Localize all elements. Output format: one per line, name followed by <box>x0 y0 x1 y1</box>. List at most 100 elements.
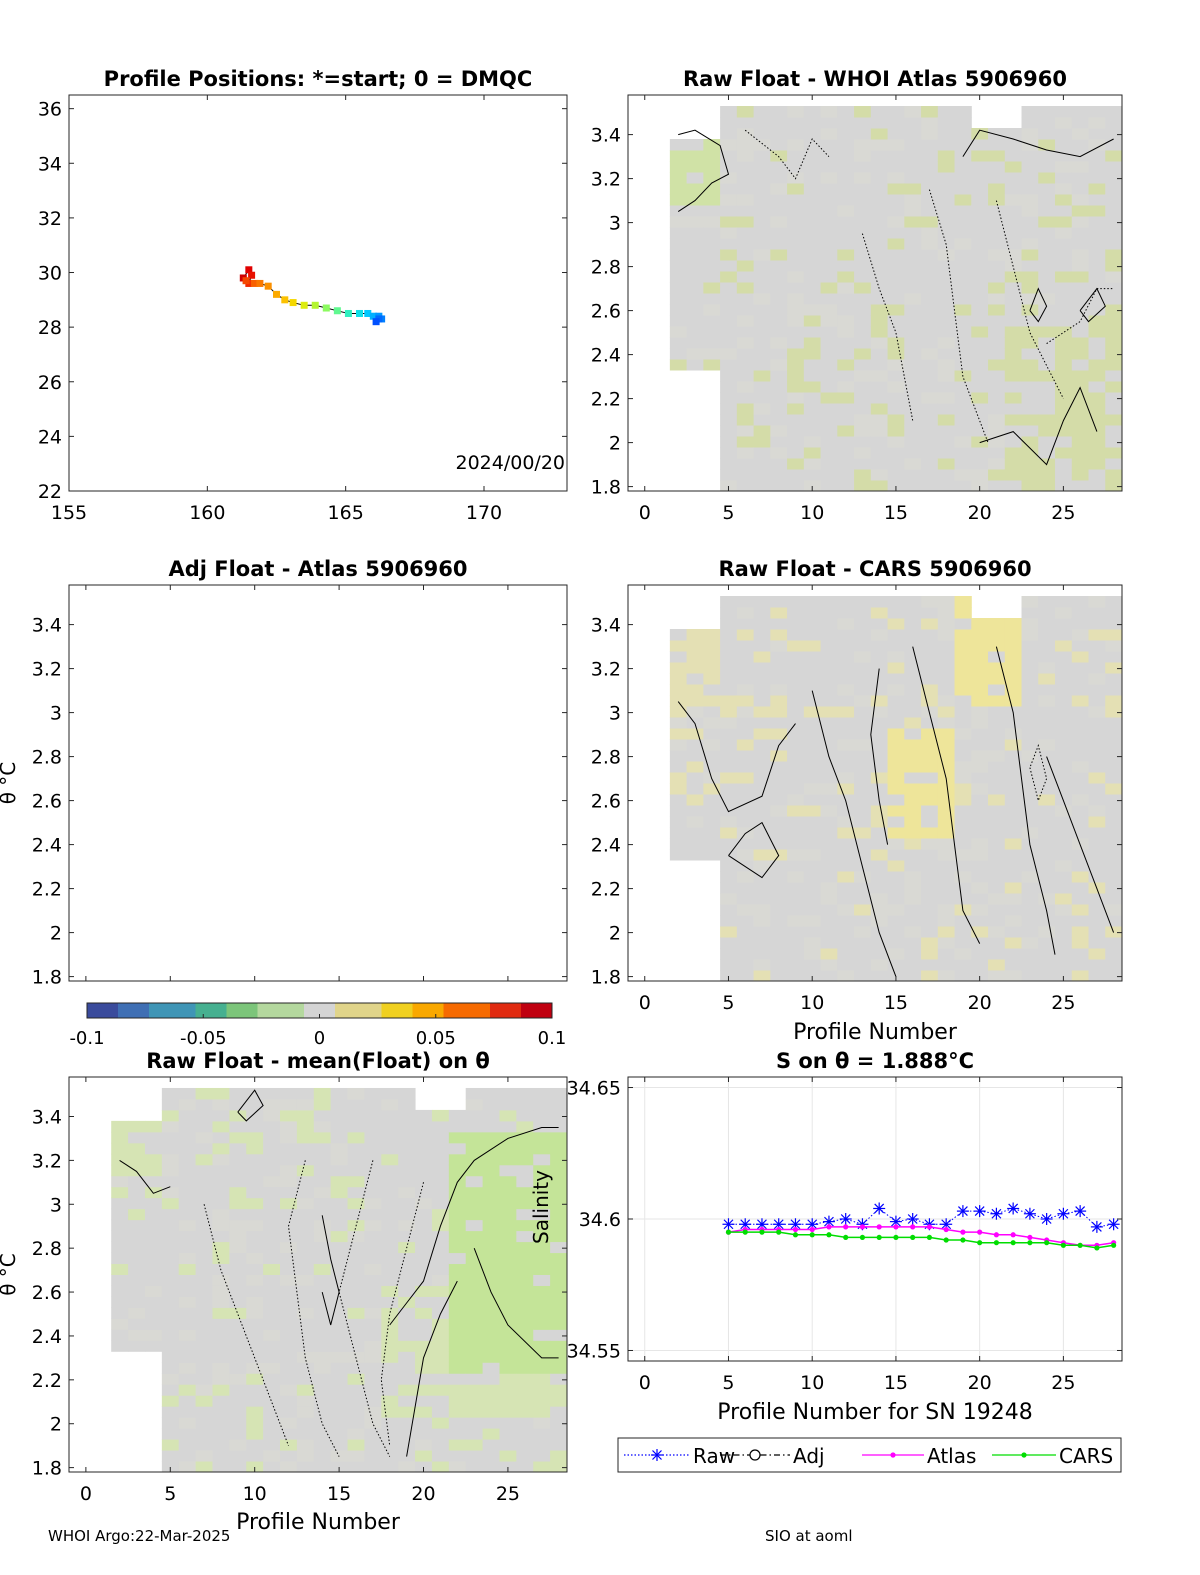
heatmap-cell <box>870 948 889 960</box>
heatmap-cell <box>263 1274 281 1286</box>
heatmap-cell <box>1071 392 1090 404</box>
heatmap-cell <box>1004 827 1023 839</box>
heatmap-cell <box>988 216 1006 228</box>
heatmap-cell <box>954 293 972 305</box>
heatmap-cell <box>1055 893 1073 905</box>
heatmap-cell <box>482 1439 500 1451</box>
heatmap-cell <box>803 458 822 470</box>
heatmap-cell <box>347 1329 365 1341</box>
heatmap-cell <box>837 381 855 393</box>
heatmap-cell <box>854 271 872 283</box>
heatmap-cell <box>904 271 922 283</box>
heatmap-cell <box>1021 794 1039 806</box>
heatmap-cell <box>1004 959 1023 971</box>
heatmap-cell <box>753 392 771 404</box>
heatmap-cell <box>1055 904 1073 916</box>
heatmap-cell <box>703 238 721 250</box>
contour-line <box>870 668 889 845</box>
heatmap-cell <box>246 1164 264 1177</box>
heatmap-cell <box>398 1120 416 1133</box>
heatmap-cell <box>854 183 872 195</box>
heatmap-cell <box>1088 937 1106 949</box>
heatmap-cell <box>431 1274 450 1286</box>
heatmap-cell <box>1088 337 1106 349</box>
heatmap-cell <box>954 216 972 228</box>
series-marker-cars <box>859 1234 866 1241</box>
heatmap-cell <box>988 695 1006 707</box>
marker-stroke <box>1058 1208 1069 1219</box>
heatmap-cell <box>465 1120 484 1133</box>
heatmap-cell <box>381 1395 399 1407</box>
heatmap-cell <box>904 761 922 773</box>
heatmap-cell <box>212 1450 230 1462</box>
heatmap-cell <box>669 359 688 371</box>
heatmap-cell <box>1055 662 1073 674</box>
heatmap-cell <box>921 893 939 905</box>
heatmap-cell <box>482 1274 500 1286</box>
heatmap-cell <box>533 1450 551 1462</box>
heatmap-cell <box>820 469 838 481</box>
heatmap-cell <box>937 150 956 162</box>
heatmap-cell <box>161 1098 180 1111</box>
heatmap-cell <box>550 1164 567 1177</box>
heatmap-cell <box>1038 447 1056 459</box>
heatmap-cell <box>803 370 822 382</box>
heatmap-cell <box>820 150 838 162</box>
heatmap-cell <box>921 871 939 883</box>
heatmap-cell <box>703 183 721 195</box>
heatmap-cell <box>720 304 738 316</box>
heatmap-cell <box>954 651 972 663</box>
heatmap-cell <box>465 1142 484 1155</box>
heatmap-cell <box>686 271 704 283</box>
heatmap-cell <box>415 1263 433 1275</box>
heatmap-cell <box>1105 227 1122 239</box>
heatmap-cell <box>263 1252 281 1265</box>
heatmap-cell <box>686 684 704 696</box>
series-marker-cars <box>926 1234 933 1241</box>
heatmap-cell <box>195 1318 213 1330</box>
heatmap-cell <box>246 1307 264 1319</box>
heatmap-cell <box>178 1219 197 1232</box>
heatmap-cell <box>988 238 1006 250</box>
heatmap-cell <box>770 139 788 151</box>
heatmap-cell <box>128 1153 146 1166</box>
heatmap-cell <box>229 1329 247 1341</box>
heatmap-cell <box>1055 772 1073 784</box>
heatmap-cell <box>516 1219 534 1232</box>
heatmap-cell <box>720 739 738 751</box>
heatmap-cell <box>178 1450 197 1462</box>
heatmap-cell <box>1071 249 1090 261</box>
heatmap-cell <box>229 1153 247 1166</box>
heatmap-cell <box>381 1120 399 1133</box>
heatmap-cell <box>499 1164 517 1177</box>
heatmap-cell <box>212 1417 230 1429</box>
colorbar-cell <box>366 1003 382 1018</box>
heatmap-cell <box>178 1417 197 1429</box>
heatmap-cell <box>904 673 922 685</box>
heatmap-cell <box>499 1153 517 1166</box>
heatmap-cell <box>686 761 704 773</box>
heatmap-cell <box>1105 640 1122 652</box>
heatmap-cell <box>921 596 939 608</box>
heatmap-cell <box>971 849 989 861</box>
heatmap-cell <box>720 271 738 283</box>
heatmap-cell <box>770 970 788 981</box>
heatmap-cell <box>770 480 788 491</box>
heatmap-cell <box>787 458 805 470</box>
heatmap-cell <box>212 1197 230 1210</box>
colorbar-cell <box>350 1003 367 1018</box>
heatmap-cell <box>921 227 939 239</box>
heatmap-cell <box>803 926 822 938</box>
heatmap-cell <box>803 860 822 872</box>
heatmap-cell <box>787 838 805 850</box>
heatmap-cell <box>854 326 872 338</box>
heatmap-cell <box>398 1263 416 1275</box>
chart-title: Raw Float - WHOI Atlas 5906960 <box>683 67 1067 91</box>
heatmap-cell <box>111 1153 129 1166</box>
heatmap-cell <box>381 1296 399 1308</box>
x-axis-label: Profile Number for SN 19248 <box>717 1400 1032 1425</box>
heatmap-cell <box>770 673 788 685</box>
heatmap-cell <box>803 596 822 608</box>
heatmap-cell <box>837 651 855 663</box>
heatmap-cell <box>753 172 771 184</box>
